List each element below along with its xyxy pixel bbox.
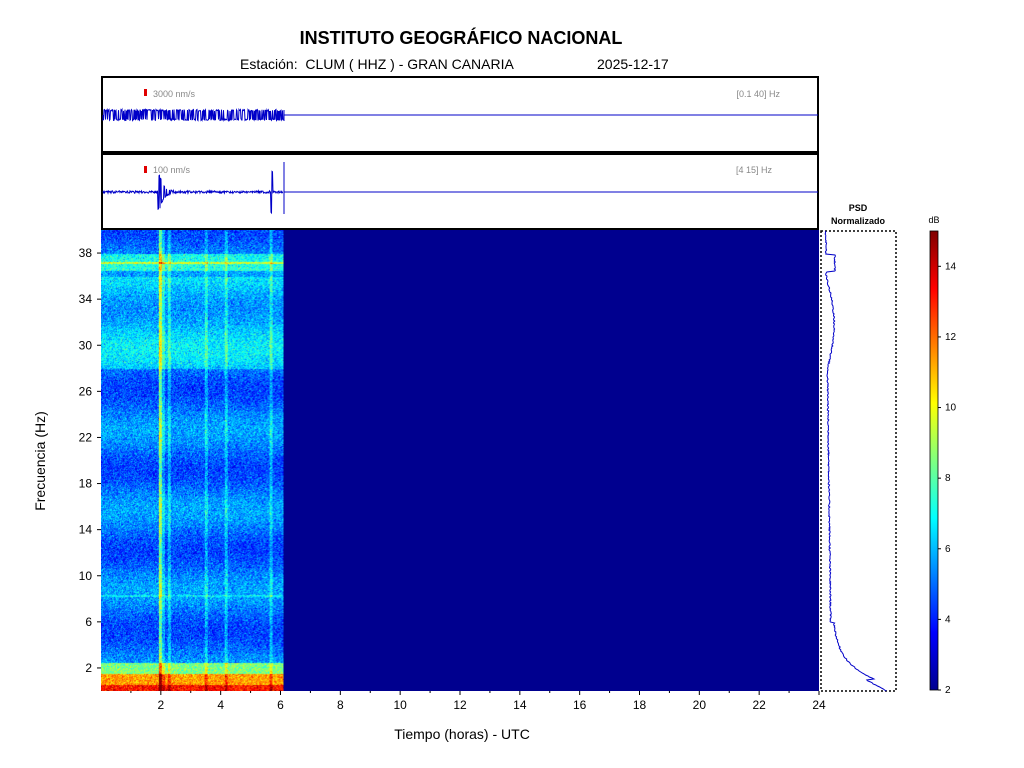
filter-label-filtered: [4 15] Hz [736, 165, 773, 175]
colorbar-tick-label: 10 [945, 403, 957, 414]
trace-panel-broadband: 3000 nm/s [0.1 40] Hz [101, 76, 819, 153]
y-tick-label: 38 [79, 246, 93, 260]
colorbar-tick-label: 8 [945, 473, 951, 484]
x-tick-label: 16 [573, 698, 587, 712]
trace-panel-filtered: 100 nm/s [4 15] Hz [101, 153, 819, 230]
y-tick-label: 2 [85, 661, 92, 675]
station-label: Estación: CLUM ( HHZ ) - GRAN CANARIA [240, 56, 514, 72]
y-tick-label: 26 [79, 384, 93, 398]
x-tick-label: 6 [277, 698, 284, 712]
trace-waveform-broadband [102, 107, 284, 123]
x-tick-label: 12 [453, 698, 467, 712]
spectrogram-panel: 2 4 6 8 10 12 14 16 18 20 22 24 261014182226303438 … [32, 230, 826, 742]
y-tick-label: 34 [79, 292, 93, 306]
date-label: 2025-12-17 [597, 56, 669, 72]
x-tick-label: 22 [752, 698, 766, 712]
y-tick-label: 18 [79, 477, 93, 491]
x-tick-label: 10 [393, 698, 407, 712]
y-axis-label: Frecuencia (Hz) [32, 411, 48, 511]
x-tick-label: 8 [337, 698, 344, 712]
x-tick-label: 24 [812, 698, 826, 712]
colorbar-tick-label: 6 [945, 544, 951, 555]
spectrogram-image [101, 230, 284, 691]
filter-label-broadband: [0.1 40] Hz [736, 89, 780, 99]
colorbar-tick-label: 2 [945, 685, 951, 696]
colorbar-tick-label: 12 [945, 332, 957, 343]
colorbar: dB 2 4 6 8 10 12 14 [928, 215, 956, 696]
y-tick-label: 30 [79, 338, 93, 352]
colorbar-ticks: 2 4 6 8 10 12 14 [938, 261, 957, 696]
y-tick-label: 6 [85, 615, 92, 629]
y-tick-label: 14 [79, 523, 93, 537]
scale-bar-icon [144, 166, 147, 173]
colorbar-tick-label: 4 [945, 614, 951, 625]
x-tick-label: 2 [157, 698, 164, 712]
psd-title: PSD [849, 203, 868, 213]
psd-panel: PSD Normalizado [820, 203, 897, 692]
x-tick-label: 4 [217, 698, 224, 712]
x-tick-label: 18 [633, 698, 647, 712]
psd-curve [824, 230, 887, 692]
y-tick-label: 10 [79, 569, 93, 583]
x-tick-label: 20 [693, 698, 707, 712]
scale-label-filtered: 100 nm/s [153, 165, 191, 175]
colorbar-unit-label: dB [928, 215, 939, 225]
x-axis-ticks: 2 4 6 8 10 12 14 16 18 20 22 24 [130, 691, 826, 712]
colorbar-tick-label: 14 [945, 261, 957, 272]
x-tick-label: 14 [513, 698, 527, 712]
page-title: INSTITUTO GEOGRÁFICO NACIONAL [299, 28, 623, 48]
scale-bar-icon [144, 89, 147, 96]
trace-waveform-filtered [102, 170, 283, 215]
psd-subtitle: Normalizado [831, 216, 886, 226]
scale-label-broadband: 3000 nm/s [153, 89, 196, 99]
x-axis-label: Tiempo (horas) - UTC [394, 726, 530, 742]
colorbar-gradient [929, 230, 939, 691]
y-tick-label: 22 [79, 430, 93, 444]
